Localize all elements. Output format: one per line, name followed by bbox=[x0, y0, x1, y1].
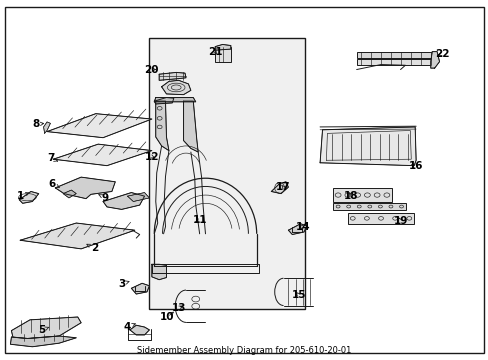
Polygon shape bbox=[320, 127, 415, 166]
Polygon shape bbox=[55, 177, 115, 199]
Polygon shape bbox=[63, 190, 76, 198]
Text: 9: 9 bbox=[99, 193, 109, 203]
Text: 15: 15 bbox=[291, 291, 306, 301]
Polygon shape bbox=[19, 192, 39, 203]
Bar bbox=[356, 51, 434, 58]
Text: 20: 20 bbox=[144, 64, 159, 75]
Polygon shape bbox=[10, 336, 76, 347]
Text: 12: 12 bbox=[144, 152, 159, 162]
Bar bbox=[356, 59, 434, 65]
Text: 22: 22 bbox=[434, 49, 448, 59]
Text: 2: 2 bbox=[87, 243, 98, 253]
Bar bbox=[149, 39, 305, 309]
Text: 14: 14 bbox=[295, 222, 310, 232]
Polygon shape bbox=[127, 193, 149, 202]
Text: 6: 6 bbox=[48, 179, 59, 189]
Text: 18: 18 bbox=[343, 191, 357, 201]
Text: 17: 17 bbox=[276, 182, 290, 192]
Text: 4: 4 bbox=[123, 322, 135, 332]
Polygon shape bbox=[103, 193, 144, 210]
Polygon shape bbox=[154, 98, 173, 104]
Text: 13: 13 bbox=[171, 303, 185, 313]
Bar bbox=[347, 213, 413, 224]
Polygon shape bbox=[271, 182, 288, 194]
Polygon shape bbox=[288, 224, 306, 234]
Text: 7: 7 bbox=[47, 153, 58, 163]
Text: 16: 16 bbox=[408, 161, 423, 171]
Text: 10: 10 bbox=[160, 312, 174, 322]
Polygon shape bbox=[53, 144, 152, 166]
Polygon shape bbox=[152, 264, 166, 280]
Text: 5: 5 bbox=[39, 325, 49, 335]
Text: 19: 19 bbox=[392, 216, 407, 226]
Polygon shape bbox=[47, 114, 152, 138]
Text: 21: 21 bbox=[207, 46, 222, 57]
Polygon shape bbox=[215, 44, 230, 50]
Text: 8: 8 bbox=[32, 120, 43, 129]
Polygon shape bbox=[159, 72, 185, 80]
Bar bbox=[215, 46, 230, 62]
Bar bbox=[332, 188, 391, 202]
Polygon shape bbox=[131, 283, 149, 294]
Text: 1: 1 bbox=[17, 191, 29, 201]
Polygon shape bbox=[43, 122, 50, 134]
Polygon shape bbox=[130, 325, 149, 335]
Polygon shape bbox=[161, 80, 190, 95]
Polygon shape bbox=[183, 101, 198, 152]
Polygon shape bbox=[430, 51, 439, 68]
Text: 3: 3 bbox=[118, 279, 129, 289]
Polygon shape bbox=[11, 317, 81, 338]
Polygon shape bbox=[20, 223, 135, 249]
Text: 11: 11 bbox=[192, 215, 206, 225]
Text: Sidemember Assembly Diagram for 205-610-20-01: Sidemember Assembly Diagram for 205-610-… bbox=[137, 346, 351, 355]
Bar bbox=[332, 203, 406, 211]
Polygon shape bbox=[154, 98, 195, 102]
Polygon shape bbox=[156, 101, 168, 150]
